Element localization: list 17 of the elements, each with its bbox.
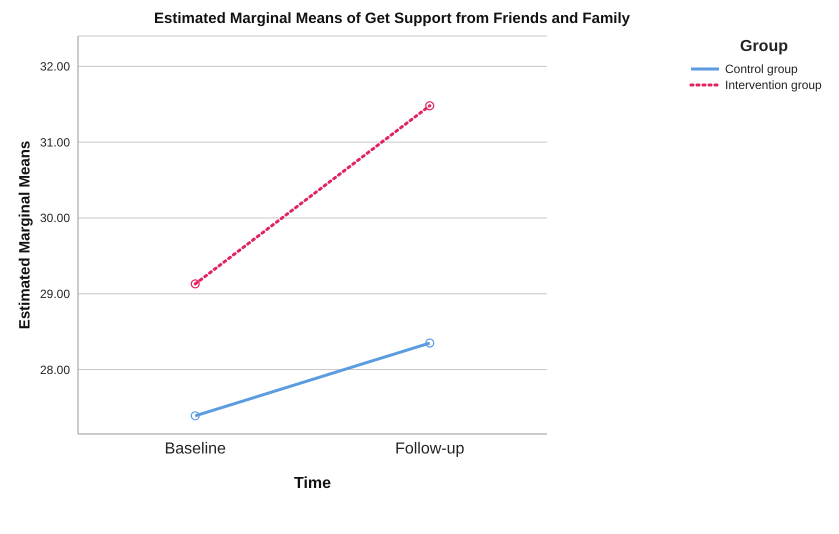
point bbox=[425, 101, 434, 110]
point bbox=[425, 338, 434, 348]
y-axis-title: Estimated Marginal Means bbox=[16, 140, 34, 330]
point bbox=[190, 411, 200, 420]
y-tick-label: 31.00 bbox=[40, 135, 70, 150]
legend-label: Intervention group bbox=[725, 78, 822, 92]
y-tick-label: 28.00 bbox=[40, 362, 70, 377]
y-tick-label: 32.00 bbox=[40, 60, 70, 74]
legend-title: Group bbox=[739, 38, 789, 56]
x-tick-label: Baseline bbox=[164, 440, 226, 458]
y-tick-label: 30.00 bbox=[40, 211, 70, 226]
y-tick-label: 29.00 bbox=[40, 287, 70, 302]
x-axis-title: Time bbox=[294, 475, 332, 492]
chart-title: Estimated Marginal Means of Get Support from Friends and Family bbox=[153, 10, 631, 27]
point bbox=[190, 279, 200, 288]
x-tick-label: Follow-up bbox=[395, 440, 465, 458]
legend-label: Control group bbox=[725, 62, 798, 76]
